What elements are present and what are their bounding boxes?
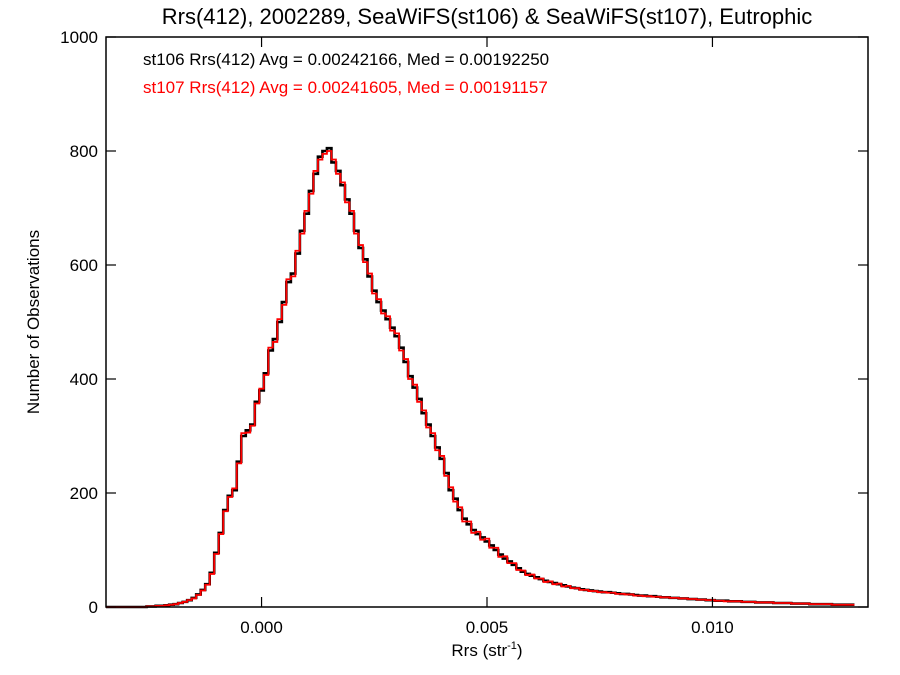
- series-line-st107: [106, 150, 855, 608]
- x-tick-label: 0.005: [466, 618, 509, 637]
- y-tick-label: 200: [70, 484, 98, 503]
- series-layer: [106, 146, 855, 609]
- y-tick-label: 400: [70, 370, 98, 389]
- annotations: st106 Rrs(412) Avg = 0.00242166, Med = 0…: [143, 50, 549, 97]
- x-axis-label-close: ): [517, 641, 523, 660]
- annotation-1: st106 Rrs(412) Avg = 0.00242166, Med = 0…: [143, 50, 549, 69]
- y-axis-ticks: 0 200 400 600 800 1000: [60, 28, 868, 617]
- x-tick-label: 0.000: [240, 618, 283, 637]
- y-tick-label: 600: [70, 256, 98, 275]
- x-axis-label: Rrs (str-1): [451, 640, 522, 660]
- y-tick-label: 1000: [60, 28, 98, 47]
- y-tick-label: 800: [70, 142, 98, 161]
- x-axis-ticks: 0.000 0.005 0.010: [240, 37, 734, 637]
- y-tick-label: 0: [89, 598, 98, 617]
- x-axis-label-main: Rrs (str: [451, 641, 507, 660]
- x-tick-label: 0.010: [691, 618, 734, 637]
- annotation-2: st107 Rrs(412) Avg = 0.00241605, Med = 0…: [143, 78, 548, 97]
- chart-title: Rrs(412), 2002289, SeaWiFS(st106) & SeaW…: [162, 4, 813, 29]
- y-axis-label: Number of Observations: [24, 230, 43, 414]
- x-axis-label-superscript: -1: [507, 640, 517, 652]
